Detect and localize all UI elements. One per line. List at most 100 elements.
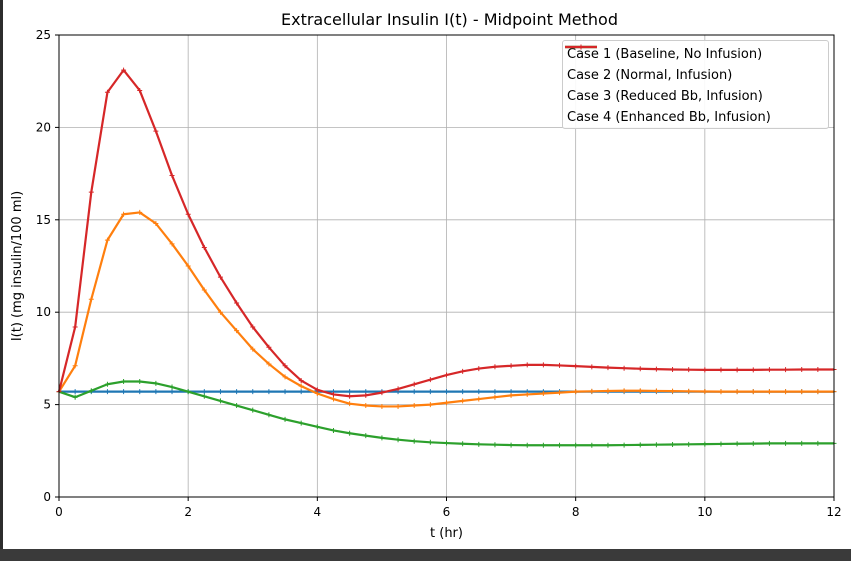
data-point [460,441,466,447]
x-tick-label: 0 [55,505,63,519]
data-point [347,401,353,407]
data-point [411,403,417,409]
y-tick-label: 10 [36,305,51,319]
legend-item-case-4: Case 4 (Enhanced Bb, Infusion) [563,44,828,128]
data-point [605,388,611,394]
data-point [169,384,175,390]
data-point [653,388,659,394]
data-point [72,394,78,400]
data-point [524,442,530,448]
data-point [653,442,659,448]
data-point [540,362,546,368]
data-point [460,389,466,395]
data-point [104,389,110,395]
data-point [121,211,127,217]
data-point [250,346,256,352]
data-point [750,389,756,395]
x-tick-label: 10 [697,505,712,519]
data-point [799,389,805,395]
data-point [557,362,563,368]
data-point [217,389,223,395]
data-point [750,441,756,447]
data-point [72,389,78,395]
legend-item-case-1: Case 1 (Baseline, No Infusion) [563,44,828,65]
data-point [314,387,320,393]
chart-title: Extracellular Insulin I(t) - Midpoint Me… [281,10,618,29]
data-point [395,403,401,409]
data-point [153,380,159,386]
data-point [815,389,821,395]
data-point [766,389,772,395]
data-point [266,412,272,418]
data-point [282,389,288,395]
data-point [653,366,659,372]
data-point [686,388,692,394]
data-point [137,87,143,93]
data-point [524,362,530,368]
data-point [282,416,288,422]
data-point [266,344,272,350]
data-point [492,442,498,448]
data-point [557,442,563,448]
legend-label: Case 2 (Normal, Infusion) [567,68,733,83]
data-point [411,438,417,444]
data-point [605,442,611,448]
data-point [718,389,724,395]
x-tick-label: 4 [314,505,322,519]
data-point [330,427,336,433]
data-point [250,324,256,330]
data-point [185,211,191,217]
data-point [766,367,772,373]
data-point [460,368,466,374]
data-point [282,374,288,380]
data-point [476,441,482,447]
y-axis-label: I(t) (mg insulin/100 ml) [10,191,25,341]
data-point [121,379,127,384]
data-point [411,389,417,395]
data-point [104,89,110,95]
data-point [718,367,724,373]
data-point [444,400,449,406]
data-point [347,430,353,436]
data-point [557,390,563,396]
data-point [444,372,449,378]
data-point [492,389,498,395]
data-point [637,366,643,372]
data-point [234,389,240,395]
data-point [492,394,498,400]
data-point [734,389,740,395]
data-point [411,381,417,387]
data-point [686,441,692,447]
x-tick-label: 8 [572,505,580,519]
data-point [783,440,789,446]
data-point [234,300,240,306]
legend-swatch [565,44,597,50]
data-point [217,274,223,280]
data-point [670,442,676,448]
data-point [766,440,772,446]
x-tick-label: 12 [826,505,841,519]
data-point [799,440,805,446]
data-point [137,209,143,215]
data-point [347,393,353,399]
data-point [72,363,78,369]
data-point [137,379,143,384]
legend-item-case-2: Case 2 (Normal, Infusion) [563,44,828,86]
data-point [783,389,789,395]
data-point [589,364,595,370]
data-point [88,189,94,195]
data-point [476,366,482,372]
data-point [573,363,579,369]
data-point [799,366,805,372]
x-tick-label: 2 [184,505,192,519]
data-point [72,324,78,330]
legend-label: Case 4 (Enhanced Bb, Infusion) [567,110,771,125]
data-point [670,388,676,394]
data-point [637,442,643,448]
data-point [379,435,385,441]
data-point [153,220,159,226]
data-point [201,287,207,293]
data-point [702,441,708,447]
data-point [379,390,385,396]
x-tick-label: 6 [443,505,451,519]
